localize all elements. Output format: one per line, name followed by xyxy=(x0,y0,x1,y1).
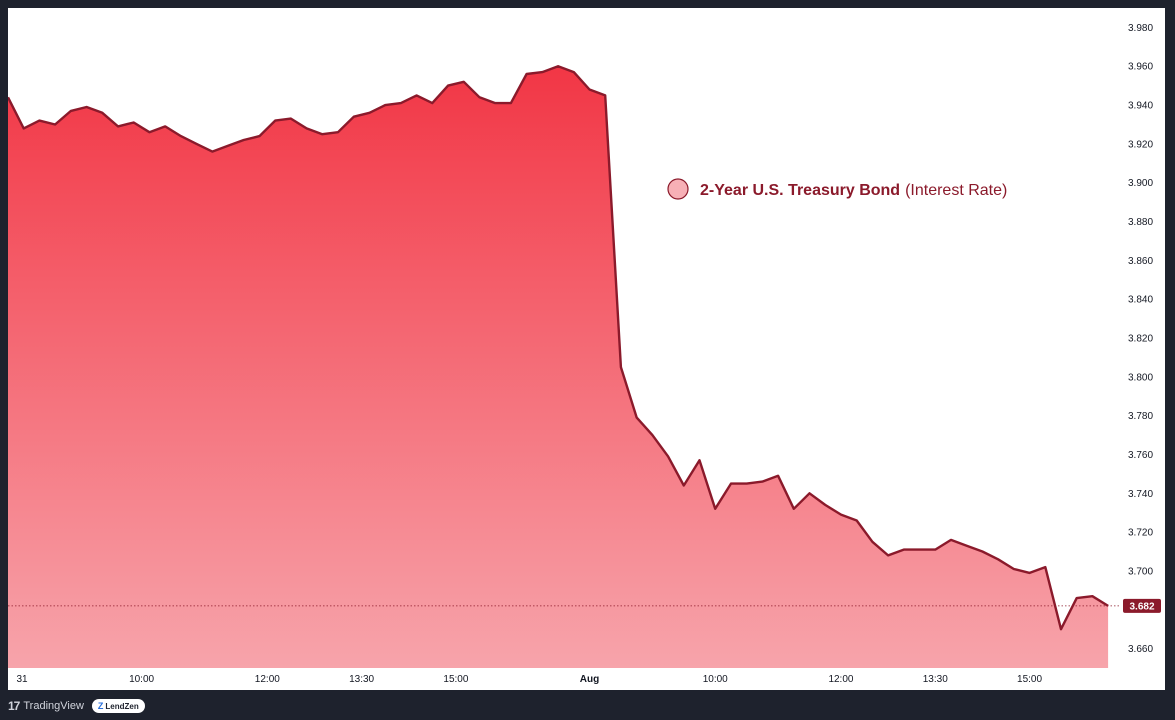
y-tick-label: 3.900 xyxy=(1128,178,1153,189)
x-tick-label: 10:00 xyxy=(703,674,728,685)
lendzen-logo-icon: Z xyxy=(97,701,104,711)
x-tick-label: 15:00 xyxy=(1017,674,1042,685)
footer: 17 TradingView Z LendZen xyxy=(0,692,1175,720)
tradingview-logo-icon: 17 xyxy=(8,699,20,713)
lendzen-badge[interactable]: Z LendZen xyxy=(91,699,145,713)
chart-subtitle: (Interest Rate) xyxy=(905,182,1007,199)
current-value-badge xyxy=(1123,598,1161,613)
chart-panel: 3.682 3.980 3.960 3.940 3.920 3.900 3.880 3.86… xyxy=(8,8,1165,690)
lendzen-badge-text: LendZen xyxy=(105,701,139,711)
x-tick-label: 13:30 xyxy=(923,674,948,685)
y-tick-label: 3.820 xyxy=(1128,334,1153,345)
x-tick-label: 12:00 xyxy=(255,674,280,685)
tradingview-logo[interactable]: 17 TradingView xyxy=(8,699,84,713)
y-tick-label: 3.780 xyxy=(1128,411,1153,422)
chart-title: 2-Year U.S. Treasury Bond xyxy=(700,182,900,199)
y-tick-label: 3.740 xyxy=(1128,489,1153,500)
y-tick-label: 3.880 xyxy=(1128,217,1153,228)
x-tick-label: 15:00 xyxy=(443,674,468,685)
series-line[interactable] xyxy=(8,65,1109,631)
legend-label: 2-Year U.S. Treasury Bond (Interest Rate) xyxy=(700,182,1007,199)
legend-marker xyxy=(667,178,689,200)
x-tick-label: 10:00 xyxy=(129,674,154,685)
y-tick-label: 3.860 xyxy=(1128,256,1153,267)
x-tick-label: 31 xyxy=(16,674,28,685)
chart-svg[interactable]: 3.682 3.980 3.960 3.940 3.920 3.900 3.880 3.86… xyxy=(8,8,1165,690)
y-tick-label: 3.920 xyxy=(1128,139,1153,150)
y-tick-label: 3.800 xyxy=(1128,372,1153,383)
current-value-label: 3.682 xyxy=(1129,601,1154,612)
x-tick-label: 12:00 xyxy=(828,674,853,685)
y-tick-label: 3.840 xyxy=(1128,295,1153,306)
x-tick-label: Aug xyxy=(580,674,599,685)
tradingview-brand-text: TradingView xyxy=(23,700,84,712)
y-tick-label: 3.980 xyxy=(1128,23,1153,34)
y-tick-label: 3.760 xyxy=(1128,450,1153,461)
y-tick-label: 3.720 xyxy=(1128,528,1153,539)
y-tick-label: 3.700 xyxy=(1128,566,1153,577)
y-tick-label: 3.960 xyxy=(1128,62,1153,73)
x-tick-label: 13:30 xyxy=(349,674,374,685)
y-tick-label: 3.660 xyxy=(1128,644,1153,655)
series-area xyxy=(8,66,1109,668)
y-tick-label: 3.940 xyxy=(1128,101,1153,112)
